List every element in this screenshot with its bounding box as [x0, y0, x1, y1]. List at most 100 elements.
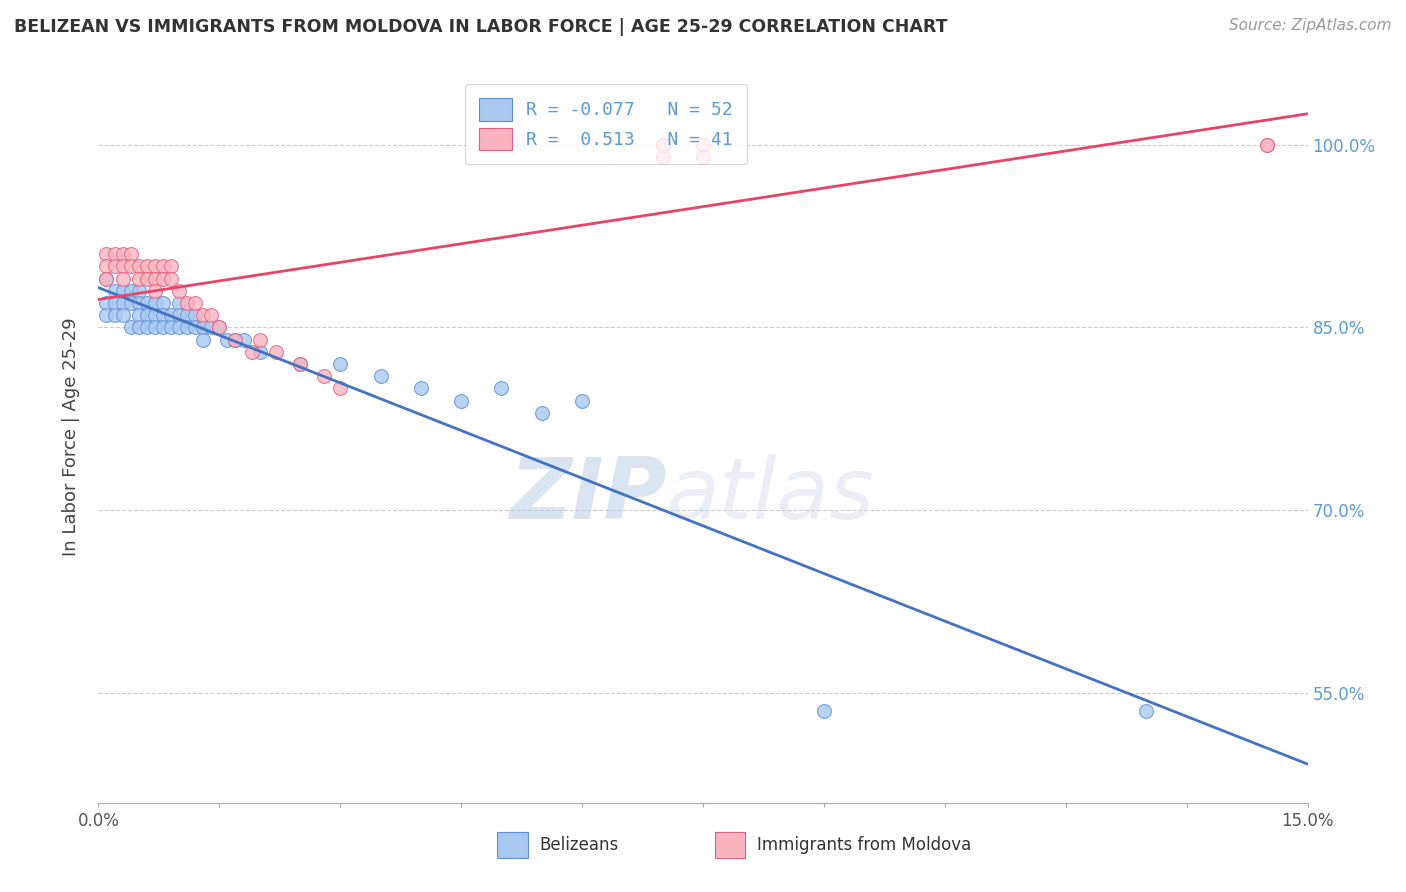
- Point: [167, 308, 190, 322]
- Point: [135, 308, 157, 322]
- Point: [200, 320, 222, 334]
- Point: [160, 308, 183, 322]
- Point: [103, 247, 125, 261]
- Point: [450, 393, 472, 408]
- Text: ZIP: ZIP: [509, 454, 666, 537]
- Point: [111, 271, 134, 285]
- Point: [120, 260, 142, 274]
- Text: atlas: atlas: [666, 454, 875, 537]
- Point: [651, 137, 673, 152]
- Point: [111, 284, 134, 298]
- Point: [651, 137, 673, 152]
- Point: [152, 320, 174, 334]
- Point: [152, 296, 174, 310]
- Point: [193, 333, 215, 347]
- Point: [111, 308, 134, 322]
- Point: [96, 271, 118, 285]
- Bar: [498, 832, 527, 858]
- Point: [530, 406, 553, 420]
- Point: [120, 296, 142, 310]
- Point: [120, 247, 142, 261]
- Point: [128, 296, 150, 310]
- Point: [111, 247, 134, 261]
- Point: [96, 296, 118, 310]
- Text: Immigrants from Moldova: Immigrants from Moldova: [758, 836, 972, 855]
- Point: [135, 271, 157, 285]
- Point: [135, 296, 157, 310]
- Point: [370, 369, 392, 384]
- Point: [813, 705, 835, 719]
- Point: [96, 271, 118, 285]
- Point: [143, 260, 166, 274]
- Point: [103, 260, 125, 274]
- Point: [1135, 705, 1157, 719]
- Point: [135, 260, 157, 274]
- Point: [193, 308, 215, 322]
- Point: [176, 308, 198, 322]
- Point: [184, 320, 207, 334]
- Point: [409, 381, 432, 395]
- Text: Source: ZipAtlas.com: Source: ZipAtlas.com: [1229, 18, 1392, 33]
- Point: [128, 260, 150, 274]
- Point: [232, 333, 254, 347]
- Point: [167, 296, 190, 310]
- Point: [160, 260, 183, 274]
- Point: [128, 320, 150, 334]
- Point: [1256, 137, 1278, 152]
- Point: [143, 320, 166, 334]
- Point: [103, 296, 125, 310]
- Point: [314, 369, 336, 384]
- Point: [135, 320, 157, 334]
- Point: [200, 308, 222, 322]
- Point: [329, 357, 352, 371]
- Point: [152, 308, 174, 322]
- Point: [692, 137, 714, 152]
- Point: [96, 308, 118, 322]
- Point: [111, 296, 134, 310]
- Point: [288, 357, 311, 371]
- Point: [240, 344, 263, 359]
- Point: [184, 308, 207, 322]
- Point: [96, 260, 118, 274]
- Point: [96, 247, 118, 261]
- Point: [143, 308, 166, 322]
- Point: [176, 320, 198, 334]
- Legend: R = -0.077   N = 52, R =  0.513   N = 41: R = -0.077 N = 52, R = 0.513 N = 41: [465, 84, 748, 164]
- Point: [167, 284, 190, 298]
- Point: [692, 150, 714, 164]
- Point: [176, 296, 198, 310]
- Point: [249, 333, 271, 347]
- Point: [143, 284, 166, 298]
- Point: [208, 320, 231, 334]
- Point: [184, 296, 207, 310]
- Point: [193, 320, 215, 334]
- Point: [208, 320, 231, 334]
- Point: [571, 393, 593, 408]
- Point: [224, 333, 246, 347]
- Bar: [716, 832, 745, 858]
- Point: [120, 284, 142, 298]
- Point: [152, 271, 174, 285]
- Y-axis label: In Labor Force | Age 25-29: In Labor Force | Age 25-29: [62, 318, 80, 557]
- Point: [651, 150, 673, 164]
- Point: [143, 296, 166, 310]
- Text: Belizeans: Belizeans: [540, 836, 619, 855]
- Point: [160, 320, 183, 334]
- Point: [160, 271, 183, 285]
- Point: [103, 308, 125, 322]
- Point: [128, 284, 150, 298]
- Point: [111, 260, 134, 274]
- Point: [288, 357, 311, 371]
- Point: [1256, 137, 1278, 152]
- Point: [264, 344, 287, 359]
- Point: [143, 271, 166, 285]
- Point: [152, 260, 174, 274]
- Text: BELIZEAN VS IMMIGRANTS FROM MOLDOVA IN LABOR FORCE | AGE 25-29 CORRELATION CHART: BELIZEAN VS IMMIGRANTS FROM MOLDOVA IN L…: [14, 18, 948, 36]
- Point: [128, 308, 150, 322]
- Point: [217, 333, 239, 347]
- Point: [167, 320, 190, 334]
- Point: [224, 333, 246, 347]
- Point: [120, 320, 142, 334]
- Point: [103, 284, 125, 298]
- Point: [491, 381, 513, 395]
